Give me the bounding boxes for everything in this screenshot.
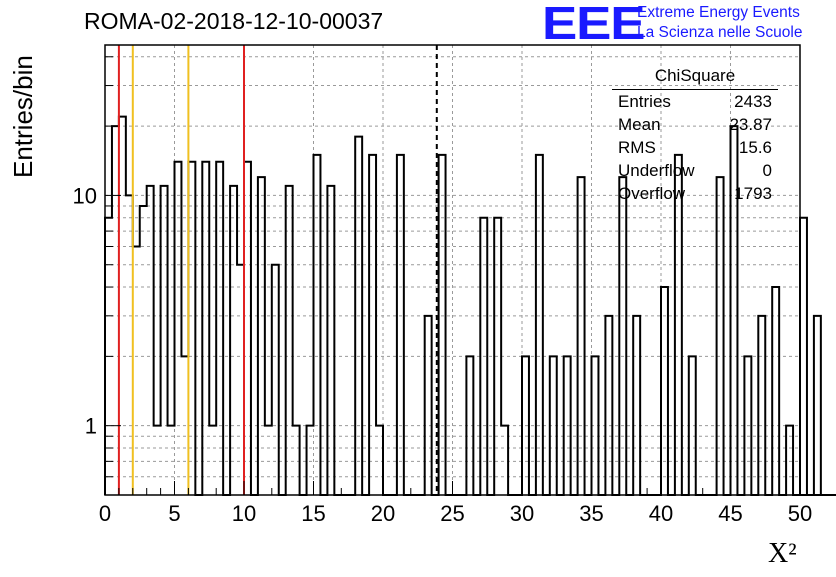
stats-value: 0 bbox=[762, 161, 772, 180]
histogram-bin bbox=[536, 155, 543, 495]
histogram-bin bbox=[369, 155, 376, 495]
x-tick-label: 0 bbox=[99, 501, 111, 526]
stats-title: ChiSquare bbox=[612, 66, 778, 90]
histogram-series bbox=[104, 115, 836, 496]
x-tick-label: 10 bbox=[232, 501, 256, 526]
x-axis-label: X² bbox=[768, 538, 797, 569]
x-tick-label: 5 bbox=[168, 501, 180, 526]
histogram-bin bbox=[578, 177, 585, 495]
histogram-bin bbox=[564, 356, 571, 495]
stats-value: 2433 bbox=[734, 92, 772, 111]
histogram-bin bbox=[314, 155, 321, 495]
histogram-bin bbox=[168, 426, 175, 495]
x-tick-label: 20 bbox=[371, 501, 395, 526]
histogram-bin bbox=[181, 356, 188, 495]
histogram-bin bbox=[293, 426, 300, 495]
histogram-bin bbox=[202, 162, 209, 495]
x-tick-label: 40 bbox=[649, 501, 673, 526]
histogram-bin bbox=[307, 426, 314, 495]
histogram-bin bbox=[230, 186, 237, 495]
stats-row-underflow: Underflow 0 bbox=[612, 159, 778, 182]
histogram-bin bbox=[112, 126, 119, 495]
stats-box: ChiSquare Entries 2433 Mean 23.87 RMS 15… bbox=[612, 66, 778, 205]
histogram-bin bbox=[466, 356, 473, 495]
histogram-bin bbox=[327, 186, 334, 495]
histogram-bin bbox=[286, 186, 293, 495]
histogram-bin bbox=[592, 356, 599, 495]
stats-label: Mean bbox=[618, 115, 661, 134]
histogram-bin bbox=[425, 316, 432, 495]
eee-logo-line1: Extreme Energy Events bbox=[637, 4, 800, 21]
histogram-bin bbox=[258, 177, 265, 495]
stats-row-overflow: Overflow 1793 bbox=[612, 182, 778, 205]
stats-row-entries: Entries 2433 bbox=[612, 90, 778, 113]
histogram-bin bbox=[800, 218, 807, 495]
histogram-bin bbox=[175, 162, 182, 495]
histogram-bin bbox=[154, 426, 161, 495]
histogram-bin bbox=[501, 426, 508, 495]
histogram-bin bbox=[147, 186, 154, 495]
stats-value: 1793 bbox=[734, 184, 772, 203]
histogram-bin bbox=[439, 155, 446, 495]
x-tick-label: 15 bbox=[301, 501, 325, 526]
histogram-bin bbox=[717, 177, 724, 495]
histogram-bin bbox=[244, 162, 251, 495]
histogram-bin bbox=[786, 426, 793, 495]
histogram-bin bbox=[188, 162, 195, 495]
histogram-bin bbox=[494, 218, 501, 495]
chart-title: ROMA-02-2018-12-10-00037 bbox=[84, 8, 384, 34]
stats-row-rms: RMS 15.6 bbox=[612, 136, 778, 159]
histogram-bin bbox=[209, 426, 216, 495]
histogram-bin bbox=[550, 356, 557, 495]
stats-label: Overflow bbox=[618, 184, 686, 203]
stats-value: 15.6 bbox=[738, 138, 772, 157]
eee-logo-mark: EEE bbox=[542, 0, 646, 49]
histogram-bin bbox=[216, 162, 223, 495]
histogram-bin bbox=[376, 426, 383, 495]
histogram-bin bbox=[397, 155, 404, 495]
histogram-bin bbox=[126, 195, 133, 495]
eee-logo-line2: La Scienza nelle Scuole bbox=[637, 24, 803, 41]
x-tick-label: 35 bbox=[579, 501, 603, 526]
x-tick-label: 25 bbox=[440, 501, 464, 526]
histogram-bin bbox=[237, 265, 244, 495]
stats-label: Underflow bbox=[618, 161, 695, 180]
histogram-bin bbox=[689, 356, 696, 495]
histogram-bin bbox=[272, 265, 279, 495]
x-tick-label: 50 bbox=[788, 501, 812, 526]
histogram-bin bbox=[119, 117, 126, 495]
stats-label: RMS bbox=[618, 138, 656, 157]
histogram-bin bbox=[675, 155, 682, 495]
histogram-bin bbox=[814, 316, 821, 495]
histogram-bin bbox=[140, 206, 147, 495]
x-tick-label: 30 bbox=[510, 501, 534, 526]
y-axis-label: Entries/bin bbox=[8, 55, 38, 178]
histogram-bin bbox=[772, 287, 779, 495]
stats-row-mean: Mean 23.87 bbox=[612, 113, 778, 136]
x-tick-label: 45 bbox=[718, 501, 742, 526]
histogram-bin bbox=[605, 316, 612, 495]
histogram-bin bbox=[480, 218, 487, 495]
histogram-bin bbox=[744, 356, 751, 495]
histogram-bin bbox=[619, 177, 626, 495]
histogram-bin bbox=[522, 356, 529, 495]
histogram-bin bbox=[661, 287, 668, 495]
y-tick-label: 10 bbox=[73, 183, 97, 208]
histogram-bin bbox=[161, 186, 168, 495]
histogram-bin bbox=[133, 246, 140, 495]
histogram-bin bbox=[633, 316, 640, 495]
y-tick-label: 1 bbox=[85, 414, 97, 439]
stats-label: Entries bbox=[618, 92, 671, 111]
histogram-bin bbox=[265, 426, 272, 495]
histogram-bin bbox=[355, 137, 362, 495]
histogram-bin bbox=[758, 316, 765, 495]
stats-value: 23.87 bbox=[729, 115, 772, 134]
